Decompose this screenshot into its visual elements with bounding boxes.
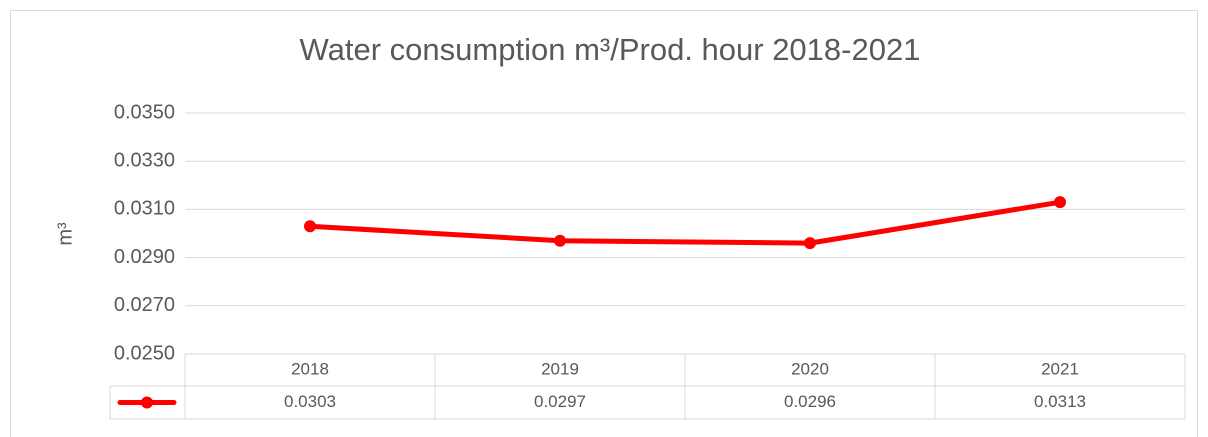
table-value: 0.0297 bbox=[534, 392, 586, 411]
table-value: 0.0313 bbox=[1034, 392, 1086, 411]
chart-border bbox=[10, 10, 1198, 437]
x-tick-label: 2018 bbox=[291, 359, 329, 378]
y-tick-label: 0.0290 bbox=[114, 246, 175, 268]
y-tick-label: 0.0350 bbox=[114, 101, 175, 123]
marker bbox=[554, 234, 566, 247]
table-value: 0.0303 bbox=[284, 392, 336, 411]
line bbox=[309, 199, 1061, 246]
marker bbox=[304, 220, 316, 233]
chart-title: Water consumption m³/Prod. hour 2018-202… bbox=[300, 32, 921, 67]
marker bbox=[1054, 196, 1066, 209]
x-tick-label: 2020 bbox=[791, 359, 829, 378]
legend-key-marker bbox=[141, 396, 153, 409]
table-value: 0.0296 bbox=[784, 392, 836, 411]
y-tick-label: 0.0270 bbox=[114, 294, 175, 316]
y-tick-label: 0.0250 bbox=[114, 342, 175, 364]
marker bbox=[804, 237, 816, 250]
y-tick-label: 0.0310 bbox=[114, 198, 175, 220]
y-tick-label: 0.0330 bbox=[114, 149, 175, 171]
x-tick-label: 2021 bbox=[1041, 359, 1079, 378]
x-tick-label: 2019 bbox=[541, 359, 579, 378]
y-axis-label: m³ bbox=[54, 222, 76, 246]
